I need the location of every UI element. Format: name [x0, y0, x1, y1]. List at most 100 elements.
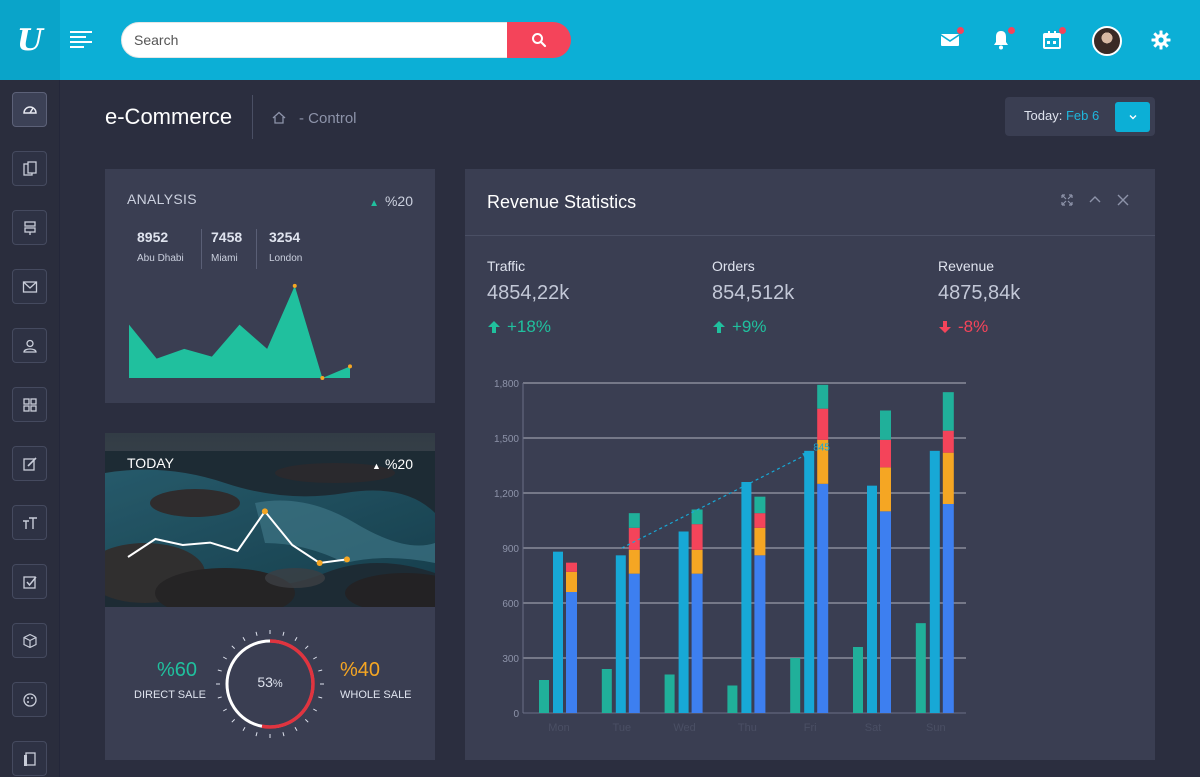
bar: [804, 450, 815, 713]
gauge-tick: [255, 631, 258, 636]
bar-segment: [691, 549, 703, 574]
bar: [727, 685, 738, 713]
stat-orders: Orders 854,512k +9%: [712, 258, 794, 337]
bar: [929, 450, 940, 713]
stat-label: Orders: [712, 258, 755, 274]
sales-line-chart: [127, 508, 350, 566]
city-name: London: [269, 253, 303, 264]
bar: [790, 658, 801, 713]
sidebar-item-grid[interactable]: [12, 387, 47, 422]
city-name: Miami: [211, 253, 238, 264]
area-fill: [129, 285, 350, 378]
gauge-tick: [313, 708, 318, 712]
breadcrumb[interactable]: - Control: [299, 110, 357, 127]
sidebar-item-palette[interactable]: [12, 682, 47, 717]
copy-icon: [23, 751, 36, 766]
today-card: TODAY ▲ %20 %60 DIRECT SALE %40 WHOLE SAL…: [105, 433, 435, 760]
gauge-tick: [255, 732, 258, 737]
menu-toggle-button[interactable]: [68, 28, 94, 50]
stat-change: -8%: [938, 317, 1020, 337]
data-point: [292, 283, 297, 288]
calendar-icon: [1043, 31, 1061, 49]
revenue-title: Revenue Statistics: [487, 192, 637, 212]
y-tick-label: 1,500: [494, 434, 519, 445]
sidebar: [0, 80, 60, 777]
city-divider: [201, 229, 202, 269]
sidebar-item-mail[interactable]: [12, 269, 47, 304]
sidebar-item-user[interactable]: [12, 328, 47, 363]
sidebar-item-copy[interactable]: [12, 741, 47, 776]
y-tick-label: 0: [513, 709, 519, 720]
trend-label: 845: [813, 443, 830, 454]
search-button[interactable]: [507, 22, 571, 58]
mail-button[interactable]: [936, 26, 964, 54]
y-tick-label: 600: [502, 599, 519, 610]
bar-segment: [691, 573, 703, 713]
avatar[interactable]: [1092, 26, 1122, 56]
analysis-trend: ▲ %20: [369, 193, 413, 209]
revenue-card: Revenue Statistics Traffic 4854,22k +18%…: [465, 169, 1155, 760]
bar-segment: [754, 513, 766, 528]
gauge-tick: [313, 656, 318, 660]
series-line: [127, 509, 348, 565]
city-value: 7458: [211, 229, 243, 245]
whole-sale-value: %40: [340, 659, 381, 681]
notifications-button[interactable]: [987, 26, 1015, 54]
bar-segment: [880, 410, 891, 440]
y-tick-label: 300: [502, 654, 519, 665]
logo[interactable]: U: [0, 0, 60, 80]
close-icon[interactable]: [1115, 192, 1131, 208]
documents-icon: [22, 160, 37, 176]
sidebar-item-checkbox[interactable]: [12, 564, 47, 599]
date-dropdown-button[interactable]: [1115, 102, 1150, 132]
search-icon: [532, 33, 547, 48]
bar: [615, 555, 626, 713]
city-value: 3254: [269, 229, 301, 245]
sidebar-item-documents[interactable]: [12, 151, 47, 186]
date-picker[interactable]: Today: Feb 6: [1005, 97, 1155, 136]
palette-icon: [22, 692, 37, 707]
today-trend-value: %20: [384, 456, 413, 472]
analysis-card: ANALYSIS ▲ %20 8952 Abu Dhabi 7458 Miami …: [105, 169, 435, 403]
today-label: Today: Feb 6: [1024, 108, 1099, 123]
gauge-tick: [318, 696, 323, 699]
calendar-button[interactable]: [1038, 26, 1066, 54]
today-title: TODAY: [127, 455, 174, 471]
bar-segment: [628, 513, 640, 528]
settings-button[interactable]: [1147, 26, 1175, 54]
sales-gauge: [216, 630, 324, 738]
gauge-tick: [242, 727, 246, 732]
expand-icon[interactable]: [1059, 192, 1075, 208]
bar: [539, 680, 549, 713]
city-stat: 3254 London: [269, 229, 302, 264]
sidebar-item-signpost[interactable]: [12, 210, 47, 245]
trend-arrowhead: [802, 452, 811, 459]
grid-icon: [22, 397, 37, 412]
city-name: Abu Dhabi: [137, 253, 184, 264]
stat-value: 4854,22k: [487, 282, 570, 304]
gauge-tick: [231, 719, 235, 723]
revenue-bar-chart: 0 300 600 900 1,200 1,500 1,800 Mon Tue Wed Thu Fri…: [494, 379, 966, 734]
x-tick-label: Wed: [673, 722, 695, 734]
sidebar-item-edit[interactable]: [12, 446, 47, 481]
stat-change-value: -8%: [958, 317, 989, 336]
bar-segment: [880, 511, 891, 713]
bar: [867, 485, 877, 713]
sidebar-item-typography[interactable]: [12, 505, 47, 540]
direct-sale-value: %60: [157, 659, 198, 681]
collapse-icon[interactable]: [1087, 192, 1103, 208]
search-input[interactable]: [121, 22, 513, 58]
sidebar-item-dashboard[interactable]: [12, 92, 47, 127]
bar-segment: [880, 439, 891, 468]
home-icon[interactable]: [271, 110, 287, 126]
edit-icon: [22, 456, 37, 471]
bar-segment: [880, 467, 891, 512]
bar-segment: [942, 430, 954, 453]
today-label-text: Today:: [1024, 108, 1063, 123]
sidebar-item-box[interactable]: [12, 623, 47, 658]
whole-sale-label: WHOLE SALE: [340, 689, 412, 701]
data-point: [261, 508, 268, 515]
bar-segment: [754, 496, 766, 514]
analysis-area-chart: [129, 283, 352, 380]
bar-segment: [942, 452, 954, 504]
